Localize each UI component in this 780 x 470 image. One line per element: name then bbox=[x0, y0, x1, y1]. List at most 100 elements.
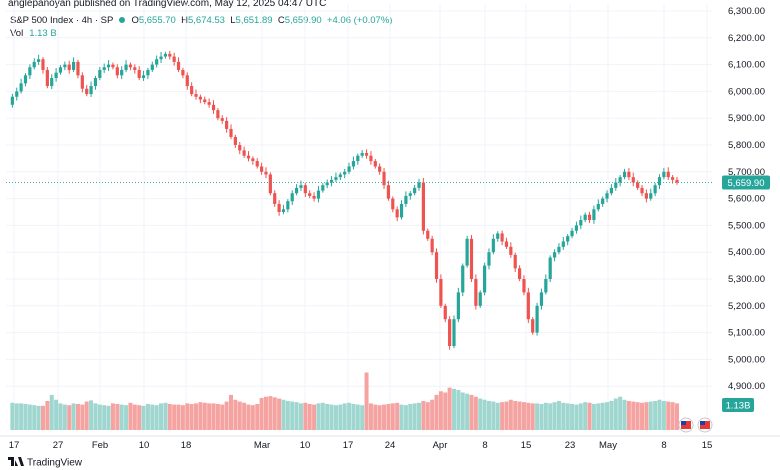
volume-bar bbox=[137, 405, 142, 430]
volume-bar bbox=[224, 401, 229, 430]
market-status-icon bbox=[118, 17, 125, 24]
candle-body bbox=[675, 179, 679, 183]
volume-bar bbox=[237, 401, 242, 430]
candle-body bbox=[539, 292, 544, 306]
candle-body bbox=[111, 64, 115, 68]
volume-label: Vol bbox=[10, 28, 24, 39]
volume-bar bbox=[32, 405, 37, 430]
volume-bar bbox=[504, 401, 509, 430]
volume-bar bbox=[583, 402, 588, 430]
candle-body bbox=[255, 161, 259, 167]
volume-bar bbox=[495, 402, 500, 430]
candle-body bbox=[246, 155, 251, 159]
candle-body bbox=[609, 187, 614, 194]
close-value: 5,659.90 bbox=[284, 15, 322, 26]
volume-bar bbox=[198, 402, 203, 430]
volume-bar bbox=[556, 400, 561, 430]
volume-bar bbox=[355, 404, 360, 430]
candle-body bbox=[351, 161, 356, 167]
candle-body bbox=[517, 268, 522, 279]
candle-body bbox=[329, 179, 334, 183]
candle-body bbox=[150, 64, 154, 70]
low-value: 5,651.89 bbox=[235, 15, 273, 26]
candle-body bbox=[386, 185, 391, 199]
volume-bar bbox=[128, 402, 133, 430]
last-price-badge bbox=[722, 175, 770, 190]
volume-bar bbox=[605, 402, 610, 430]
candle-body bbox=[28, 67, 32, 76]
candle-body bbox=[548, 257, 552, 279]
volume-bar bbox=[150, 404, 155, 430]
candle-body bbox=[544, 279, 548, 293]
volume-bar bbox=[259, 397, 264, 430]
candle-body bbox=[115, 67, 119, 76]
candle-body bbox=[364, 153, 369, 156]
time-axis[interactable]: 17 27 Feb 10 18 Mar 10 17 24 Apr 8 15 23 May 8 15 bbox=[0, 435, 780, 451]
volume-bar bbox=[97, 404, 102, 430]
candle-body bbox=[334, 177, 338, 180]
candle-body bbox=[71, 61, 76, 70]
candle-body bbox=[308, 193, 312, 196]
candle-body bbox=[430, 238, 434, 253]
candle-body bbox=[141, 75, 146, 78]
time-tick-label: 15 bbox=[702, 440, 713, 451]
volume-bar bbox=[552, 402, 557, 430]
volume-bar bbox=[14, 403, 19, 430]
volume-bar bbox=[364, 372, 369, 430]
candle-body bbox=[347, 166, 351, 172]
candle-body bbox=[303, 185, 307, 194]
candle-body bbox=[478, 292, 482, 306]
candle-body bbox=[176, 61, 181, 70]
volume-bar bbox=[132, 404, 137, 430]
volume-bar bbox=[307, 403, 312, 430]
candle-body bbox=[181, 69, 185, 76]
last-volume-badge bbox=[722, 398, 754, 412]
volume-bar bbox=[526, 402, 531, 430]
candle-body bbox=[268, 174, 272, 194]
volume-bar bbox=[145, 403, 150, 430]
volume-bar bbox=[500, 402, 505, 430]
time-tick-label: 15 bbox=[521, 440, 532, 451]
volume-bar bbox=[565, 403, 570, 430]
change-value: +4.06 (+0.07%) bbox=[326, 15, 393, 26]
volume-bar bbox=[23, 403, 28, 430]
volume-bar bbox=[102, 405, 107, 430]
open-label: O bbox=[131, 15, 139, 26]
volume-bar bbox=[570, 403, 575, 430]
candle-body bbox=[448, 319, 452, 346]
candle-body bbox=[316, 190, 321, 199]
time-tick-label: 10 bbox=[139, 440, 150, 451]
volume-bar bbox=[609, 400, 614, 430]
candle-body bbox=[216, 110, 220, 119]
volume-bar bbox=[320, 402, 325, 430]
time-tick-label: Apr bbox=[433, 440, 448, 451]
volume-bar bbox=[19, 403, 24, 430]
time-tick-label: 24 bbox=[385, 440, 396, 451]
economic-event-flag-icon[interactable] bbox=[697, 417, 713, 433]
volume-bar bbox=[596, 403, 601, 430]
volume-bar bbox=[163, 402, 168, 430]
candle-body bbox=[566, 236, 570, 242]
candle-body bbox=[93, 78, 98, 87]
volume-bar bbox=[517, 401, 522, 430]
price-axis[interactable]: 6,300.00 6,200.00 6,100.00 6,000.00 5,900.00… bbox=[728, 6, 765, 392]
candle-body bbox=[408, 193, 412, 196]
candle-body bbox=[50, 78, 54, 87]
volume-bar bbox=[613, 398, 618, 430]
volume-bar bbox=[417, 402, 422, 430]
candle-body bbox=[281, 209, 286, 212]
volume-bar bbox=[75, 403, 80, 430]
candle-body bbox=[185, 75, 189, 87]
volume-bar bbox=[521, 402, 526, 430]
candle-body bbox=[671, 177, 675, 180]
economic-event-flag-icon[interactable] bbox=[678, 417, 694, 433]
volume-bar bbox=[508, 399, 513, 430]
volume-bar bbox=[89, 400, 94, 430]
open-value: 5,655.70 bbox=[138, 15, 176, 26]
candle-body bbox=[163, 53, 168, 57]
volume-bar bbox=[347, 402, 352, 430]
candle-body bbox=[579, 220, 583, 226]
volume-bar bbox=[49, 394, 54, 430]
volume-bar bbox=[622, 399, 627, 430]
